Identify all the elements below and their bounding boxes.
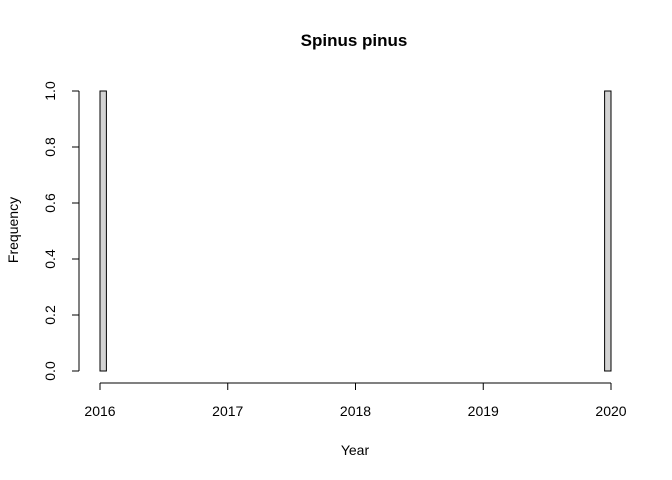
x-tick-label: 2017 <box>212 403 243 419</box>
x-ticks-layer: 2016 2017 2018 2019 2020 <box>84 383 627 419</box>
y-tick-label: 1.0 <box>42 81 58 101</box>
x-tick-label: 2016 <box>84 403 115 419</box>
y-tick-label: 0.4 <box>42 249 58 269</box>
y-tick-label: 0.2 <box>42 305 58 325</box>
y-axis-label: Frequency <box>5 197 21 263</box>
x-tick-label: 2018 <box>340 403 371 419</box>
y-tick-label: 0.0 <box>42 361 58 381</box>
x-tick-label: 2020 <box>595 403 626 419</box>
y-ticks-layer: 0.0 0.2 0.4 0.6 0.8 1.0 <box>42 81 79 381</box>
chart-title: Spinus pinus <box>301 31 408 50</box>
x-axis-label: Year <box>341 442 370 458</box>
y-tick-label: 0.8 <box>42 137 58 157</box>
histogram-bar <box>604 90 612 372</box>
y-tick-label: 0.6 <box>42 193 58 213</box>
x-tick-label: 2019 <box>468 403 499 419</box>
bars-layer <box>99 90 612 372</box>
histogram-bar <box>99 90 107 372</box>
